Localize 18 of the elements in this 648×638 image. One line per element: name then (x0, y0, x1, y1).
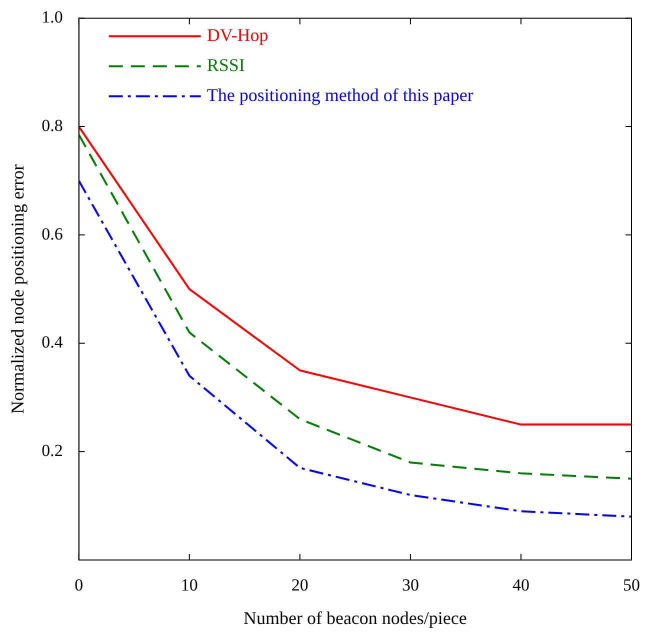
x-tick-label: 40 (512, 576, 530, 595)
text: DV-Hop (206, 24, 268, 45)
x-tick-label: 30 (402, 576, 419, 595)
y-tick-label: 0.2 (42, 441, 63, 460)
y-tick-label: 0.8 (42, 116, 63, 136)
x-axis-title: Number of beacon nodes/piece (243, 608, 467, 628)
y-tick-label: 1.0 (42, 8, 63, 27)
x-tick-label: 20 (291, 576, 308, 595)
text: The positioning method of this paper (206, 84, 474, 105)
line-series (78, 180, 632, 518)
x-tick-label: 10 (180, 576, 198, 595)
y-tick-label: 0.6 (42, 224, 63, 244)
y-tick-label: 0.4 (42, 332, 64, 352)
x-tick-label: 50 (623, 576, 640, 595)
text: RSSI (206, 54, 245, 75)
line-series (78, 134, 632, 480)
x-tick-label: 0 (74, 576, 84, 595)
y-axis-title: Normalized node positioning error (8, 164, 28, 414)
